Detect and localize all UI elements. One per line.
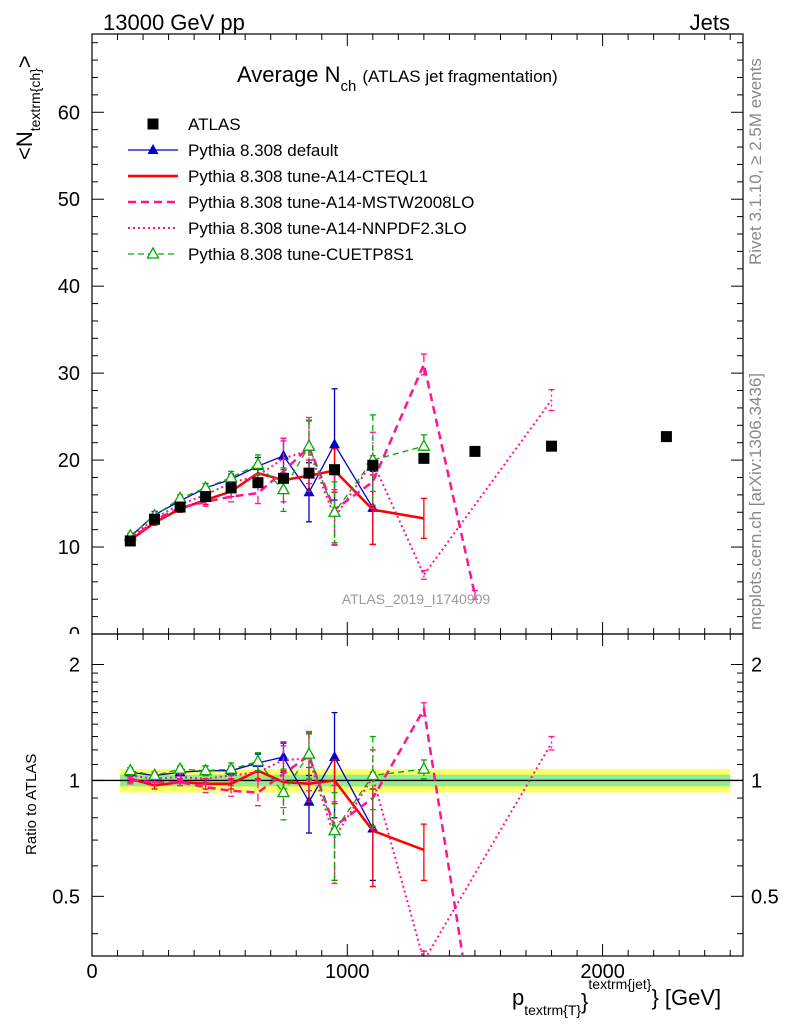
atlas-point bbox=[303, 467, 315, 479]
x-tick-label: 2000 bbox=[580, 961, 625, 983]
mcplots-label: mcplots.cern.ch [arXiv:1306.3436] bbox=[746, 373, 765, 630]
cuetp8s1-point bbox=[327, 823, 342, 836]
atlas-point bbox=[252, 477, 264, 489]
series-line bbox=[130, 705, 464, 956]
legend-label: Pythia 8.308 tune-CUETP8S1 bbox=[188, 245, 414, 264]
series-line bbox=[129, 444, 425, 537]
y-tick-label-left: 0.5 bbox=[52, 886, 80, 908]
ratio-panel: 0.5 0.5 1 1 2 2 0 1000 2000 bbox=[52, 634, 779, 983]
watermark: ATLAS_2019_I1740909 bbox=[342, 591, 491, 607]
y-tick-label-left: 2 bbox=[69, 654, 80, 676]
atlas-point bbox=[660, 431, 672, 443]
y-axis-label-main: <Ntextrm{ch}> bbox=[12, 55, 43, 160]
side-labels: Rivet 3.1.10, ≥ 2.5M events mcplots.cern… bbox=[746, 58, 765, 630]
cuetp8s1-point bbox=[366, 768, 380, 781]
atlas-point bbox=[329, 464, 341, 476]
series-line bbox=[129, 443, 374, 538]
cuetp8s1-point bbox=[302, 746, 316, 759]
series-pythia-8-308-tune-a14-nnpdf2-3lo bbox=[127, 730, 555, 956]
titles: Average Nch(ATLAS jet fragmentation) ATL… bbox=[12, 55, 721, 1018]
plot-title: Average Nch(ATLAS jet fragmentation) bbox=[237, 62, 558, 95]
header-left: 13000 GeV pp bbox=[103, 10, 245, 35]
series-line bbox=[129, 469, 425, 542]
cuetp8s1-point bbox=[147, 768, 162, 781]
atlas-point bbox=[367, 459, 379, 471]
cuetp8s1-point bbox=[417, 761, 431, 774]
y-tick-label-zero: 0 bbox=[69, 624, 80, 646]
y-tick-label: 50 bbox=[58, 189, 80, 211]
y-axis-label-ratio: Ratio to ATLAS bbox=[23, 754, 40, 855]
cuetp8s1-point bbox=[251, 754, 265, 767]
x-axis-label: ptextrm{T}}textrm{jet}} [GeV] bbox=[512, 976, 721, 1018]
y-tick-label: 10 bbox=[58, 537, 80, 559]
series-pythia-8-308-tune-a14-nnpdf2-3lo bbox=[127, 389, 555, 580]
atlas-point bbox=[124, 535, 136, 547]
legend-item: Pythia 8.308 tune-A14-NNPDF2.3LO bbox=[128, 219, 467, 238]
series-atlas bbox=[124, 431, 672, 547]
rivet-label: Rivet 3.1.10, ≥ 2.5M events bbox=[746, 58, 765, 265]
legend-label: Pythia 8.308 tune-A14-MSTW2008LO bbox=[188, 193, 474, 212]
legend-label: Pythia 8.308 tune-A14-NNPDF2.3LO bbox=[188, 219, 467, 238]
series-pythia-8-308-default bbox=[124, 388, 379, 546]
legend-item: ATLAS bbox=[147, 115, 241, 134]
cuetp8s1-point bbox=[302, 438, 316, 451]
header-right: Jets bbox=[690, 10, 730, 35]
cuetp8s1-point bbox=[327, 504, 342, 517]
y-tick-label: 40 bbox=[58, 276, 80, 298]
cuetp8s1-point bbox=[123, 763, 137, 776]
x-tick-label: 0 bbox=[86, 961, 97, 983]
atlas-point bbox=[149, 513, 161, 525]
header: 13000 GeV pp Jets bbox=[103, 10, 730, 35]
legend-label: ATLAS bbox=[188, 115, 241, 134]
series-pythia-8-308-default bbox=[124, 711, 379, 882]
atlas-point bbox=[200, 491, 212, 503]
x-tick-label: 1000 bbox=[325, 961, 370, 983]
cuetp8s1-point bbox=[173, 761, 187, 774]
atlas-point bbox=[546, 440, 558, 452]
legend-label: Pythia 8.308 tune-A14-CTEQL1 bbox=[188, 167, 428, 186]
atlas-point bbox=[469, 445, 481, 457]
ratio-frame bbox=[91, 633, 744, 957]
atlas-point bbox=[418, 452, 430, 464]
cuetp8s1-point bbox=[276, 482, 291, 495]
default-point bbox=[147, 144, 159, 154]
series-line bbox=[129, 360, 477, 596]
cuetp8s1-point bbox=[173, 490, 187, 503]
series-line bbox=[129, 399, 553, 577]
cuetp8s1-point bbox=[224, 470, 238, 483]
y-tick-label-left: 1 bbox=[69, 770, 80, 792]
legend-swatch bbox=[147, 118, 159, 130]
legend-item: Pythia 8.308 tune-CUETP8S1 bbox=[128, 245, 414, 264]
atlas-point bbox=[225, 482, 237, 494]
legend-item: Pythia 8.308 tune-A14-MSTW2008LO bbox=[128, 193, 474, 212]
cuetp8s1-point bbox=[276, 785, 291, 798]
y-tick-label: 60 bbox=[58, 102, 80, 124]
cuetp8s1-point bbox=[146, 246, 160, 259]
y-tick-label: 30 bbox=[58, 363, 80, 385]
series-pythia-8-308-tune-a14-mstw2008lo bbox=[127, 702, 464, 956]
y-tick-label-right: 0.5 bbox=[751, 886, 779, 908]
y-tick-label: 20 bbox=[58, 450, 80, 472]
atlas-point bbox=[174, 501, 186, 513]
cuetp8s1-point bbox=[199, 763, 213, 776]
legend-item: Pythia 8.308 default bbox=[128, 141, 339, 160]
series-line bbox=[130, 742, 553, 956]
cuetp8s1-point bbox=[224, 761, 238, 774]
default-point bbox=[329, 438, 341, 449]
cuetp8s1-point bbox=[417, 438, 431, 451]
legend: ATLAS Pythia 8.308 default Pythia 8.308 tu… bbox=[128, 115, 474, 264]
y-tick-label-right: 2 bbox=[751, 654, 762, 676]
default-point bbox=[277, 751, 289, 762]
main-panel: 10 20 30 40 50 60 0 bbox=[58, 34, 743, 646]
default-point bbox=[329, 751, 341, 762]
atlas-point bbox=[277, 472, 289, 484]
cuetp8s1-point bbox=[251, 457, 265, 470]
series-line bbox=[130, 755, 374, 829]
y-tick-label-right: 1 bbox=[751, 770, 762, 792]
legend-item: Pythia 8.308 tune-A14-CTEQL1 bbox=[128, 167, 428, 186]
series-pythia-8-308-tune-cuetp8s1 bbox=[123, 732, 431, 882]
legend-label: Pythia 8.308 default bbox=[188, 141, 339, 160]
